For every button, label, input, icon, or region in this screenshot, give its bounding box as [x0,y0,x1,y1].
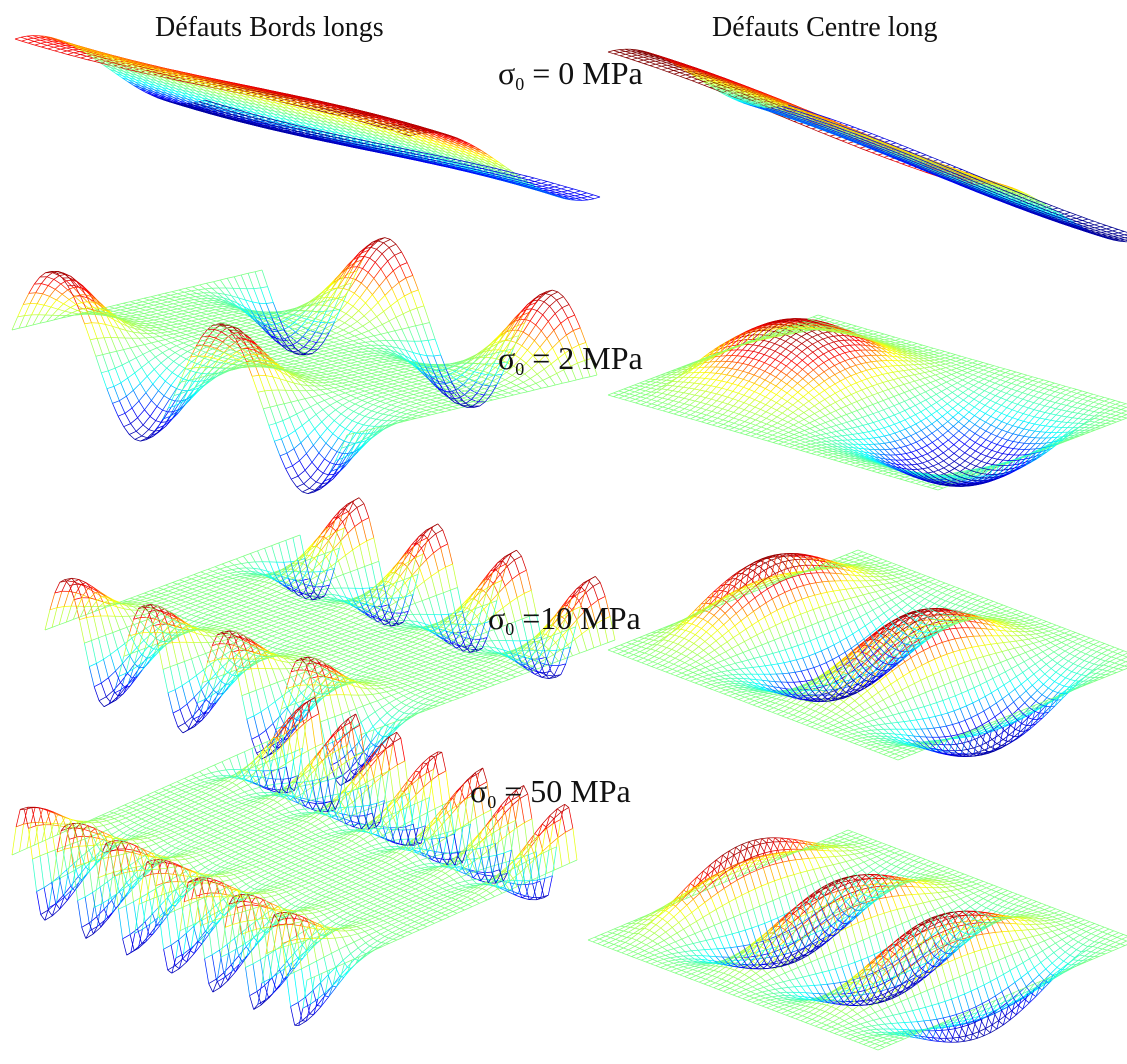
column-header-edge-defects: Défauts Bords longs [155,12,384,44]
wireframe-surface-row0-right [608,49,1127,242]
wireframe-surface-row2-right [608,550,1127,760]
sigma-label-0mpa: σ0 = 0 MPa [498,55,643,95]
wireframe-surface-row3-left [12,697,577,1025]
wireframe-surface-row2-left [45,498,615,786]
sigma-label-2mpa: σ0 = 2 MPa [498,340,643,380]
wireframe-surface-row3-right [588,830,1127,1050]
sigma-label-10mpa: σ0 =10 MPa [488,600,641,640]
sigma-label-50mpa: σ0 = 50 MPa [470,773,631,813]
wireframe-surface-row1-right [608,315,1127,490]
column-header-center-defects: Défauts Centre long [712,12,938,44]
